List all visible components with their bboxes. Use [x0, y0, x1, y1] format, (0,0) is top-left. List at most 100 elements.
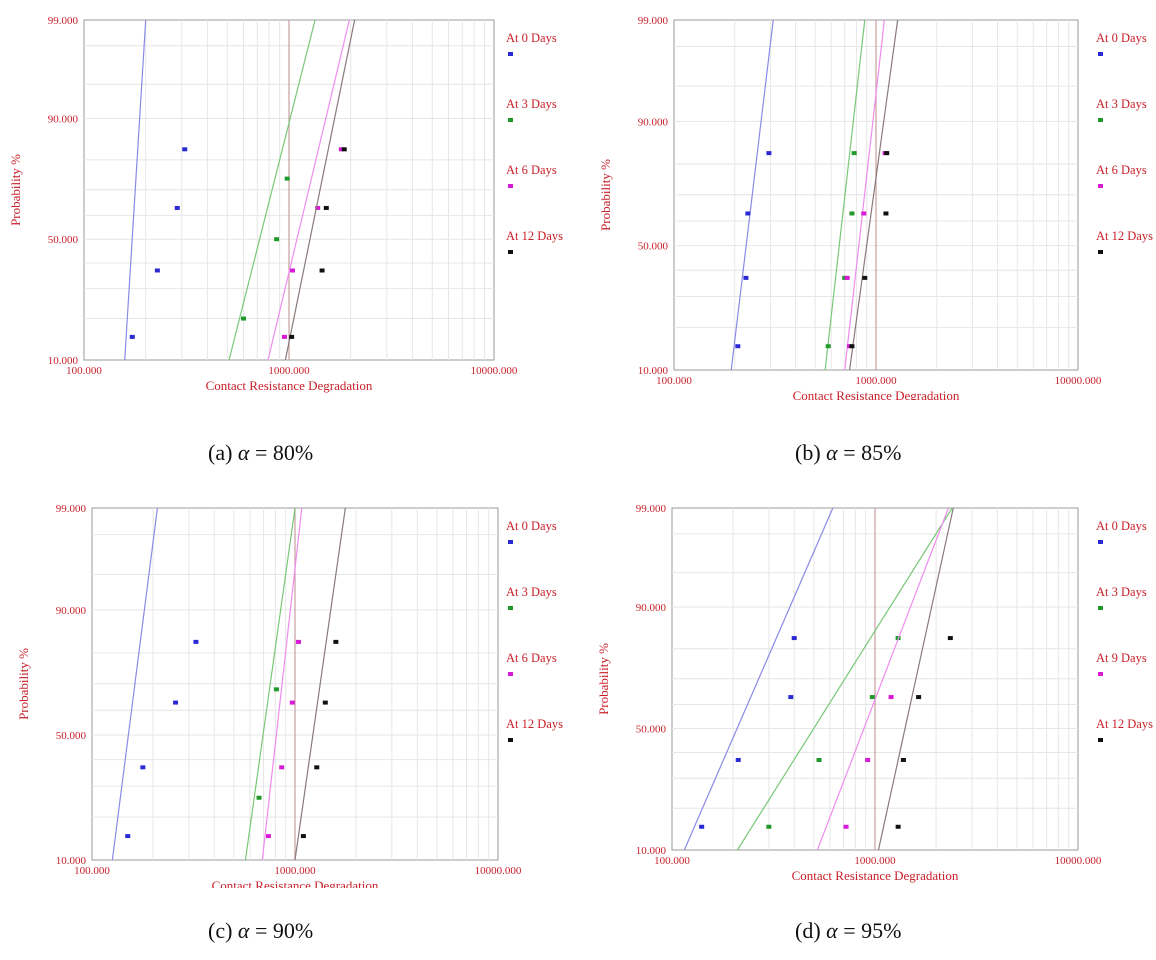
- fit-line: [683, 508, 834, 850]
- data-point: [289, 700, 295, 705]
- caption-d: (d) α = 95%: [795, 918, 901, 944]
- series-1: [683, 508, 834, 850]
- legend-marker: [1098, 184, 1103, 188]
- chart-panel-a: 99.000 90.000 50.000 10.000 100.000 1000.000 1…: [0, 0, 578, 400]
- series-2: [244, 508, 296, 860]
- legend-label: At 0 Days: [1096, 519, 1147, 533]
- caption-c: (c) α = 90%: [208, 918, 313, 944]
- fit-line: [824, 20, 866, 370]
- legend-label: At 12 Days: [506, 229, 563, 243]
- data-point: [256, 795, 262, 800]
- fit-line: [244, 508, 296, 860]
- x-tick-label: 10000.000: [1055, 855, 1102, 867]
- y-tick-label: 90.000: [638, 116, 669, 128]
- series-1: [124, 20, 188, 360]
- x-tick-label: 1000.000: [854, 855, 896, 867]
- data-point: [193, 639, 199, 644]
- y-axis-label: Probability %: [598, 159, 613, 231]
- y-tick-label: 10.000: [56, 855, 87, 867]
- fit-line: [877, 508, 954, 850]
- data-point: [900, 757, 906, 762]
- data-point: [154, 268, 160, 273]
- y-tick-label: 90.000: [56, 605, 87, 617]
- data-point: [869, 695, 875, 700]
- caption-prefix: (d): [795, 918, 821, 943]
- legend-label: At 3 Days: [1096, 97, 1147, 111]
- series-1: [111, 508, 199, 860]
- legend-marker: [508, 738, 513, 742]
- x-tick-label: 1000.000: [855, 375, 897, 387]
- data-point: [279, 765, 285, 770]
- legend-marker: [1098, 738, 1103, 742]
- grid-lines: [92, 508, 498, 860]
- data-point: [883, 211, 889, 216]
- data-point: [281, 334, 287, 339]
- data-point: [843, 824, 849, 829]
- caption-value: = 80%: [254, 440, 314, 465]
- fit-line: [730, 20, 774, 370]
- legend-marker: [508, 250, 513, 254]
- legend-label: At 12 Days: [1096, 717, 1153, 731]
- data-point: [735, 757, 741, 762]
- data-point: [274, 237, 280, 242]
- y-axis-label: Probability %: [8, 154, 23, 226]
- legend-marker: [508, 118, 513, 122]
- series-2: [228, 20, 316, 360]
- data-point: [849, 211, 855, 216]
- y-tick-label: 90.000: [636, 602, 667, 614]
- caption-value: = 90%: [254, 918, 314, 943]
- data-point: [849, 344, 855, 349]
- series-3: [261, 508, 303, 860]
- x-axis-label: Contact Resistance Degradation: [792, 868, 959, 883]
- y-tick-label: 50.000: [638, 241, 669, 253]
- data-point: [173, 700, 179, 705]
- legend-label: At 6 Days: [1096, 163, 1147, 177]
- data-point: [284, 176, 290, 181]
- legend-label: At 12 Days: [506, 717, 563, 731]
- data-point: [140, 765, 146, 770]
- legend-label: At 12 Days: [1096, 229, 1153, 243]
- data-point: [295, 639, 301, 644]
- legend-marker: [1098, 52, 1103, 56]
- y-tick-label: 10.000: [48, 355, 79, 367]
- x-tick-label: 1000.000: [268, 365, 310, 377]
- y-tick-label: 99.000: [636, 503, 667, 515]
- y-tick-label: 90.000: [48, 113, 79, 125]
- data-point: [816, 757, 822, 762]
- data-point: [895, 824, 901, 829]
- caption-symbol: α: [826, 440, 838, 465]
- legend-marker: [508, 52, 513, 56]
- fit-line: [816, 508, 949, 850]
- data-point: [743, 275, 749, 280]
- x-tick-label: 100.000: [66, 365, 102, 377]
- chart-panel-c: 99.000 90.000 50.000 10.000 100.000 1000.000 1…: [0, 488, 578, 893]
- data-point: [289, 334, 295, 339]
- series-4: [294, 508, 346, 860]
- y-tick-label: 99.000: [56, 503, 87, 515]
- legend-marker: [508, 672, 513, 676]
- x-tick-label: 100.000: [656, 375, 692, 387]
- data-point: [865, 757, 871, 762]
- data-point: [129, 334, 135, 339]
- data-point: [300, 834, 306, 839]
- data-point: [916, 695, 922, 700]
- data-point: [289, 268, 295, 273]
- series-4: [877, 508, 954, 850]
- caption-a: (a) α = 80%: [208, 440, 313, 466]
- data-point: [314, 765, 320, 770]
- data-point: [174, 205, 180, 210]
- legend-marker: [1098, 118, 1103, 122]
- x-tick-label: 100.000: [74, 865, 110, 877]
- data-point: [766, 151, 772, 156]
- legend-label: At 9 Days: [1096, 651, 1147, 665]
- legend-marker: [508, 606, 513, 610]
- series-1: [730, 20, 774, 370]
- chart-panel-b: 99.000 90.000 50.000 10.000 100.000 1000.000 1…: [578, 0, 1156, 403]
- legend-label: At 0 Days: [506, 31, 557, 45]
- y-axis-label: Probability %: [596, 643, 611, 715]
- legend-marker: [508, 184, 513, 188]
- caption-prefix: (a): [208, 440, 233, 465]
- data-point: [322, 700, 328, 705]
